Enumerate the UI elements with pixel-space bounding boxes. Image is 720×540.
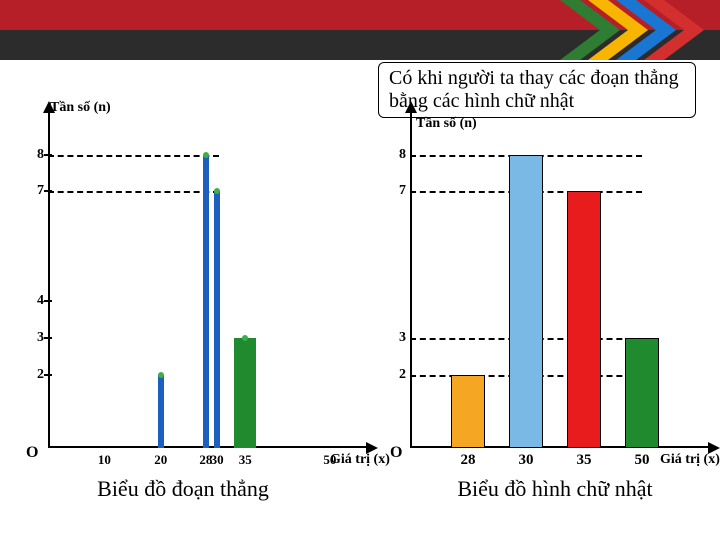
left-x-axis-label: Giá trị (x) xyxy=(330,452,390,468)
right-x-axis-label: Giá trị (x) xyxy=(660,452,720,468)
header-chevrons xyxy=(510,0,720,60)
right-plot-area: 237828303550 xyxy=(410,118,700,448)
right-chart: Tần số (n) 237828303550 O Giá trị (x) Bi… xyxy=(410,118,700,528)
left-plot-area: 23478102028303550 xyxy=(48,118,358,448)
left-chart-title: Biểu đồ đoạn thẳng xyxy=(28,476,338,502)
header xyxy=(0,0,720,60)
left-y-axis-label: Tần số (n) xyxy=(50,100,111,116)
right-chart-title: Biểu đồ hình chữ nhật xyxy=(410,476,700,502)
callout-text: Có khi người ta thay các đoạn thẳng bằng… xyxy=(389,67,679,112)
callout-box: Có khi người ta thay các đoạn thẳng bằng… xyxy=(378,62,696,118)
right-origin-label: O xyxy=(390,444,402,462)
left-chart: Tần số (n) 23478102028303550 O Giá trị (… xyxy=(48,118,358,528)
left-origin-label: O xyxy=(26,444,38,462)
